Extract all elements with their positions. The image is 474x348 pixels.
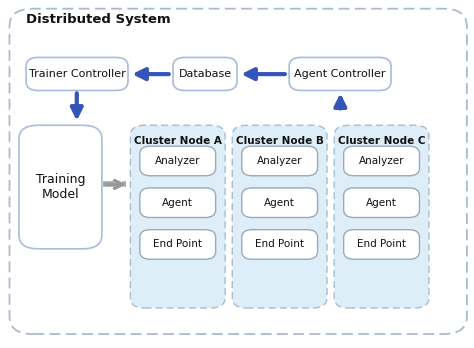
FancyBboxPatch shape	[173, 57, 237, 90]
FancyBboxPatch shape	[140, 188, 216, 218]
Text: Agent: Agent	[264, 198, 295, 208]
Text: Analyzer: Analyzer	[359, 156, 404, 166]
Text: Agent Controller: Agent Controller	[294, 69, 386, 79]
Text: Analyzer: Analyzer	[257, 156, 302, 166]
FancyBboxPatch shape	[140, 146, 216, 176]
Text: Cluster Node C: Cluster Node C	[338, 136, 425, 146]
Text: Cluster Node A: Cluster Node A	[134, 136, 222, 146]
Text: End Point: End Point	[153, 239, 202, 250]
FancyBboxPatch shape	[232, 125, 327, 308]
Text: Trainer Controller: Trainer Controller	[28, 69, 126, 79]
Text: Analyzer: Analyzer	[155, 156, 201, 166]
Text: Distributed System: Distributed System	[26, 13, 171, 26]
Text: Agent: Agent	[162, 198, 193, 208]
Text: Agent: Agent	[366, 198, 397, 208]
FancyBboxPatch shape	[344, 146, 419, 176]
FancyBboxPatch shape	[334, 125, 429, 308]
FancyBboxPatch shape	[242, 230, 318, 259]
FancyBboxPatch shape	[121, 111, 450, 317]
Text: Cluster Node B: Cluster Node B	[236, 136, 324, 146]
Text: End Point: End Point	[255, 239, 304, 250]
FancyBboxPatch shape	[26, 57, 128, 90]
FancyBboxPatch shape	[130, 125, 225, 308]
FancyBboxPatch shape	[242, 146, 318, 176]
FancyBboxPatch shape	[9, 9, 467, 334]
FancyBboxPatch shape	[344, 230, 419, 259]
FancyBboxPatch shape	[140, 230, 216, 259]
Text: End Point: End Point	[357, 239, 406, 250]
FancyBboxPatch shape	[242, 188, 318, 218]
Text: Database: Database	[178, 69, 232, 79]
Text: Training
Model: Training Model	[36, 173, 85, 201]
FancyBboxPatch shape	[289, 57, 391, 90]
FancyBboxPatch shape	[344, 188, 419, 218]
FancyBboxPatch shape	[19, 125, 102, 249]
